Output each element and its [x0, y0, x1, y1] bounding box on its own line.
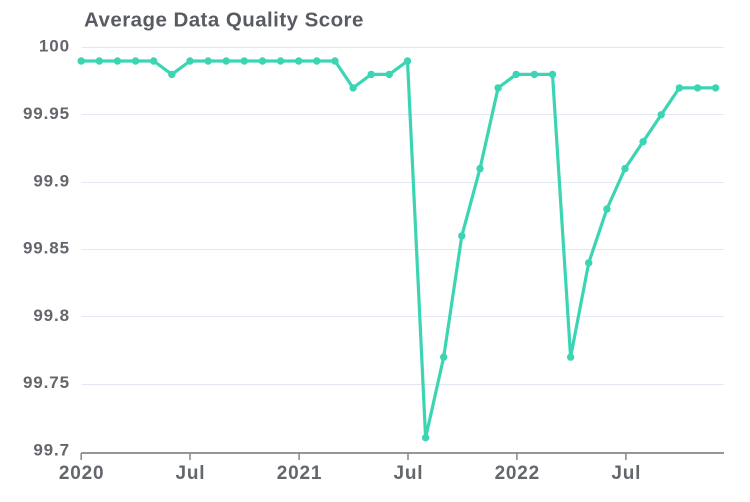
svg-text:99.75: 99.75 — [23, 373, 70, 392]
svg-text:99.7: 99.7 — [33, 441, 70, 460]
svg-text:2022: 2022 — [495, 463, 540, 484]
svg-text:99.8: 99.8 — [33, 306, 70, 325]
svg-text:99.85: 99.85 — [23, 239, 70, 258]
svg-text:Jul: Jul — [611, 463, 641, 484]
svg-text:2021: 2021 — [277, 463, 322, 484]
svg-text:99.95: 99.95 — [23, 104, 70, 123]
svg-text:Average Data Quality Score: Average Data Quality Score — [84, 9, 364, 32]
svg-text:99.9: 99.9 — [33, 171, 70, 190]
svg-text:Jul: Jul — [393, 463, 423, 484]
svg-text:100: 100 — [39, 37, 70, 56]
svg-text:Jul: Jul — [175, 463, 205, 484]
svg-text:2020: 2020 — [59, 463, 104, 484]
